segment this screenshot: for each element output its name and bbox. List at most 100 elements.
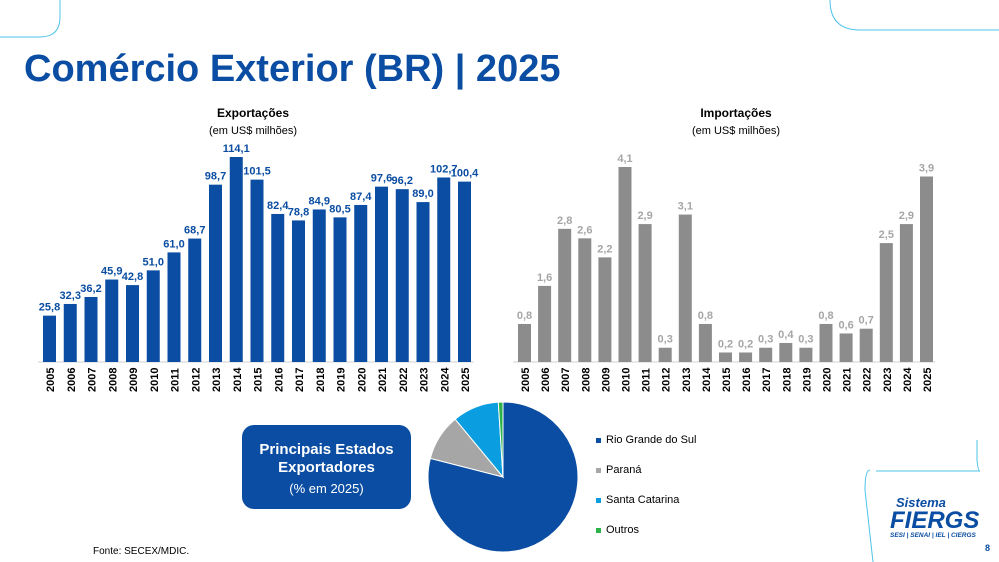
bar-2016 [739,352,753,362]
bar-2015 [719,352,732,362]
data-label: 102,7 [430,163,458,175]
x-tick-label: 2020 [356,368,368,392]
x-tick-label: 2011 [170,368,182,392]
x-tick-label: 2009 [600,368,612,392]
bar-2006 [63,303,77,362]
x-tick-label: 2019 [336,368,348,392]
data-label: 3,9 [919,163,934,175]
bar-2005 [518,323,531,362]
data-label: 0,8 [818,310,833,322]
bar-2012 [658,347,672,362]
x-tick-label: 2018 [781,368,793,392]
x-tick-label: 2007 [560,368,572,392]
x-tick-label: 2014 [232,367,244,392]
source-note: Fonte: SECEX/MDIC. [93,546,190,557]
x-tick-label: 2016 [741,368,753,392]
page-title: Comércio Exterior (BR) | 2025 [24,48,561,90]
decor-line [876,440,981,472]
chart-title: Importações [700,106,772,120]
data-label: 2,9 [637,210,652,222]
x-tick-label: 2007 [87,368,99,392]
data-label: 0,6 [838,319,853,331]
bar-2007 [558,228,572,362]
chart-subtitle: (em US$ milhões) [209,125,297,137]
data-label: 25,8 [39,302,60,314]
bar-2013 [678,214,692,362]
data-label: 1,6 [537,272,552,284]
x-tick-label: 2008 [580,368,592,392]
bar-2022 [395,189,409,362]
data-label: 3,1 [678,201,693,213]
pie-slice [497,401,504,478]
x-tick-label: 2005 [45,368,57,392]
data-label: 2,8 [557,215,572,227]
chart-title: Exportações [217,106,289,120]
decor-line [0,0,61,38]
data-label: 82,4 [267,200,289,212]
box-line3: (% em 2025) [289,481,364,496]
x-tick-label: 2025 [922,368,934,392]
data-label: 2,6 [577,224,592,236]
x-tick-label: 2019 [801,368,813,392]
data-label: 87,4 [350,191,372,203]
bar-2011 [638,224,652,362]
x-tick-label: 2014 [701,367,713,392]
data-label: 2,2 [597,243,612,255]
chart-subtitle: (em US$ milhões) [692,125,780,137]
data-label: 100,4 [451,168,479,180]
x-tick-label: 2006 [66,368,78,392]
data-label: 84,9 [309,195,330,207]
bar-2010 [146,270,160,362]
legend-item: Rio Grande do Sul [596,425,697,455]
data-label: 97,6 [371,173,392,185]
bar-2021 [375,186,388,362]
page-number: 8 [985,543,991,553]
fiergs-logo: Sistema FIERGS SESI | SENAI | IEL | CIER… [890,495,980,539]
bar-2020 [354,204,368,362]
bar-2009 [126,285,139,362]
bar-2008 [105,279,119,362]
data-label: 0,8 [698,310,713,322]
bar-2010 [618,167,632,362]
x-tick-label: 2021 [377,368,389,392]
bar-2012 [188,238,202,362]
bar-2013 [209,184,222,362]
data-label: 61,0 [163,238,184,250]
bar-2006 [538,285,552,362]
bar-2009 [598,257,612,362]
x-tick-label: 2017 [761,368,773,392]
x-tick-label: 2013 [681,368,693,392]
x-tick-label: 2020 [822,368,834,392]
x-tick-label: 2023 [882,368,894,392]
data-label: 36,2 [80,283,101,295]
data-label: 0,3 [758,334,773,346]
data-label: 32,3 [60,290,81,302]
bar-2023 [416,202,430,362]
data-label: 45,9 [101,266,122,278]
data-label: 42,8 [122,271,143,283]
x-tick-label: 2008 [107,368,119,392]
x-tick-label: 2018 [315,368,327,392]
box-line1: Principais Estados [259,441,394,458]
bar-2024 [437,177,451,362]
x-tick-label: 2013 [211,368,223,392]
bar-2023 [879,243,893,362]
bar-2022 [859,328,873,362]
data-label: 68,7 [184,225,205,237]
x-tick-label: 2012 [190,368,202,392]
x-tick-label: 2025 [460,368,472,392]
bar-2021 [839,333,853,362]
bar-2005 [43,315,56,362]
data-label: 0,2 [718,338,733,350]
data-label: 114,1 [223,143,250,155]
bar-2019 [333,217,347,362]
data-label: 96,2 [392,175,413,187]
data-label: 51,0 [143,256,164,268]
legend-item: Paraná [596,455,697,485]
x-tick-label: 2024 [902,367,914,392]
x-tick-label: 2010 [621,368,633,392]
data-label: 2,9 [899,210,914,222]
bar-2011 [167,252,181,362]
data-label: 101,5 [243,166,271,178]
decor-line [829,0,999,31]
